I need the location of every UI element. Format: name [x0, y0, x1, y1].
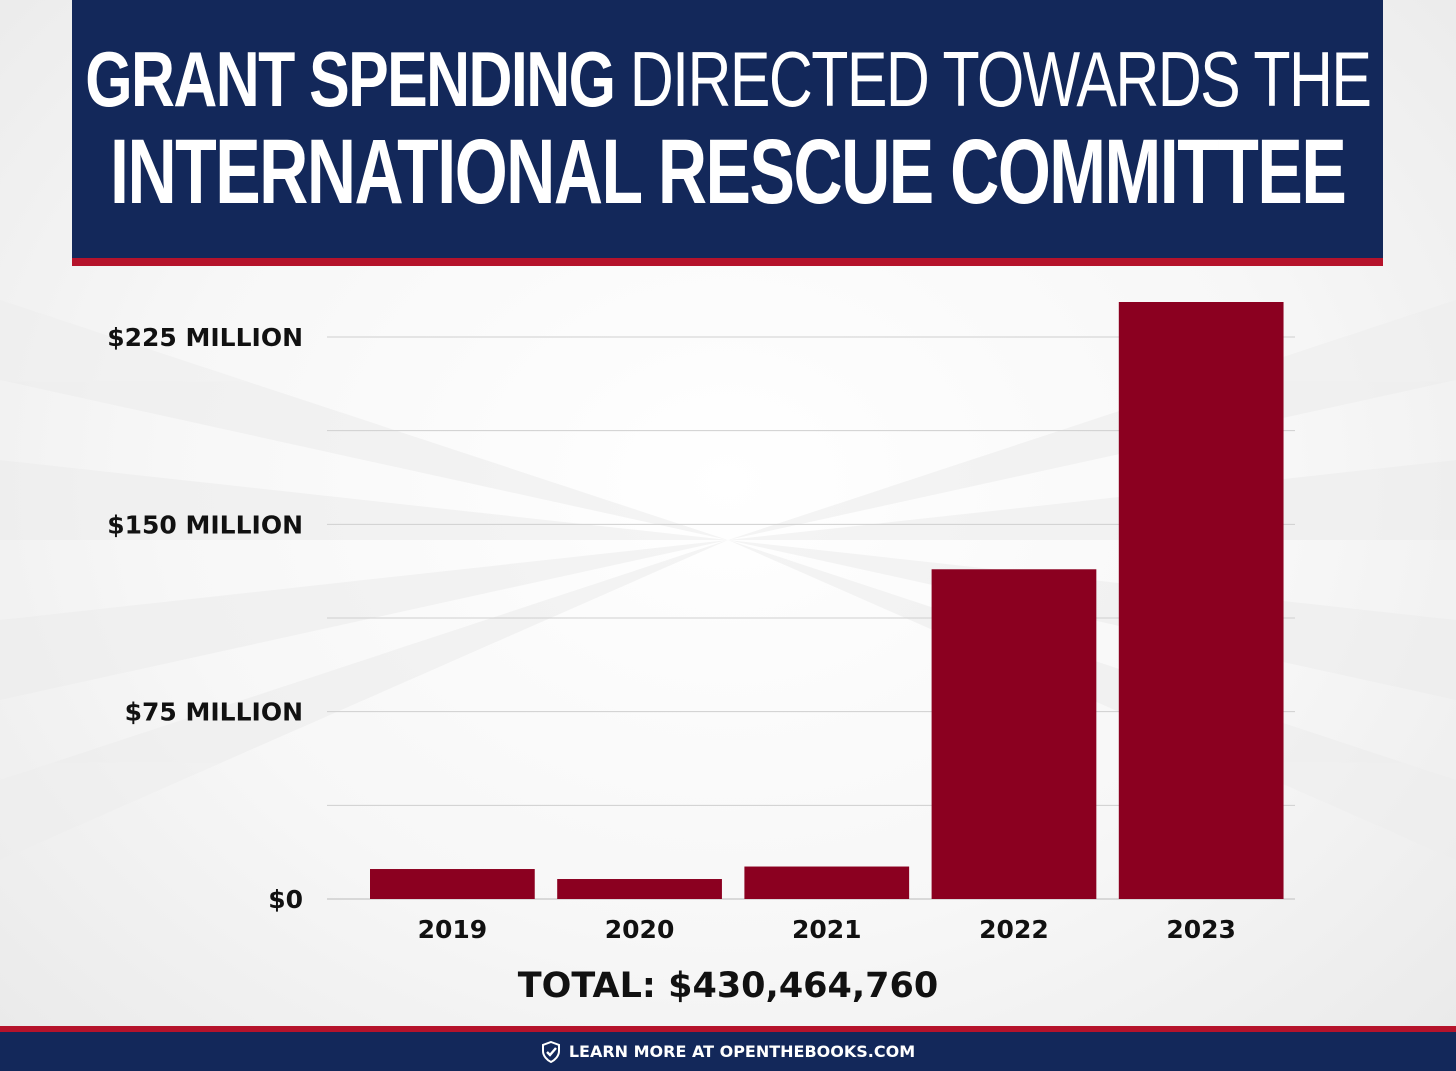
x-tick-label-2019: 2019: [418, 915, 488, 944]
total-label: TOTAL: $430,464,760: [517, 966, 939, 1006]
bar-2019: [370, 869, 535, 899]
title-bold-text: GRANT SPENDING: [84, 35, 616, 123]
y-tick-label: $225 MILLION: [107, 323, 303, 352]
y-tick-label: $75 MILLION: [125, 698, 303, 727]
bars: [370, 302, 1284, 899]
y-tick-label: $150 MILLION: [107, 510, 303, 539]
x-axis-category-labels: 2019 2020 2021 2022 2023: [418, 915, 1236, 944]
title-line-2: INTERNATIONAL RESCUE COMMITTEE: [109, 121, 1347, 223]
footer-link-text[interactable]: LEARN MORE AT OPENTHEBOOKS.COM: [568, 1042, 916, 1061]
x-tick-label-2022: 2022: [979, 915, 1049, 944]
x-tick-label-2023: 2023: [1166, 915, 1236, 944]
title-light-text: DIRECTED TOWARDS THE: [629, 35, 1371, 123]
bar-2023: [1118, 302, 1284, 899]
bar-2022: [931, 569, 1097, 899]
bar-2020: [557, 879, 722, 899]
y-tick-label: $0: [268, 885, 303, 914]
x-tick-label-2021: 2021: [792, 915, 862, 944]
footer-banner[interactable]: LEARN MORE AT OPENTHEBOOKS.COM: [0, 1026, 1456, 1071]
title-banner: GRANT SPENDING DIRECTED TOWARDS THE INTE…: [72, 0, 1383, 266]
y-axis-tick-labels: $0 $75 MILLION $150 MILLION $225 MILLION: [107, 323, 303, 914]
x-tick-label-2020: 2020: [605, 915, 675, 944]
check-shield-icon: [541, 1040, 560, 1063]
bar-2021: [744, 866, 910, 899]
title-line-1: GRANT SPENDING DIRECTED TOWARDS THE: [85, 40, 1372, 118]
